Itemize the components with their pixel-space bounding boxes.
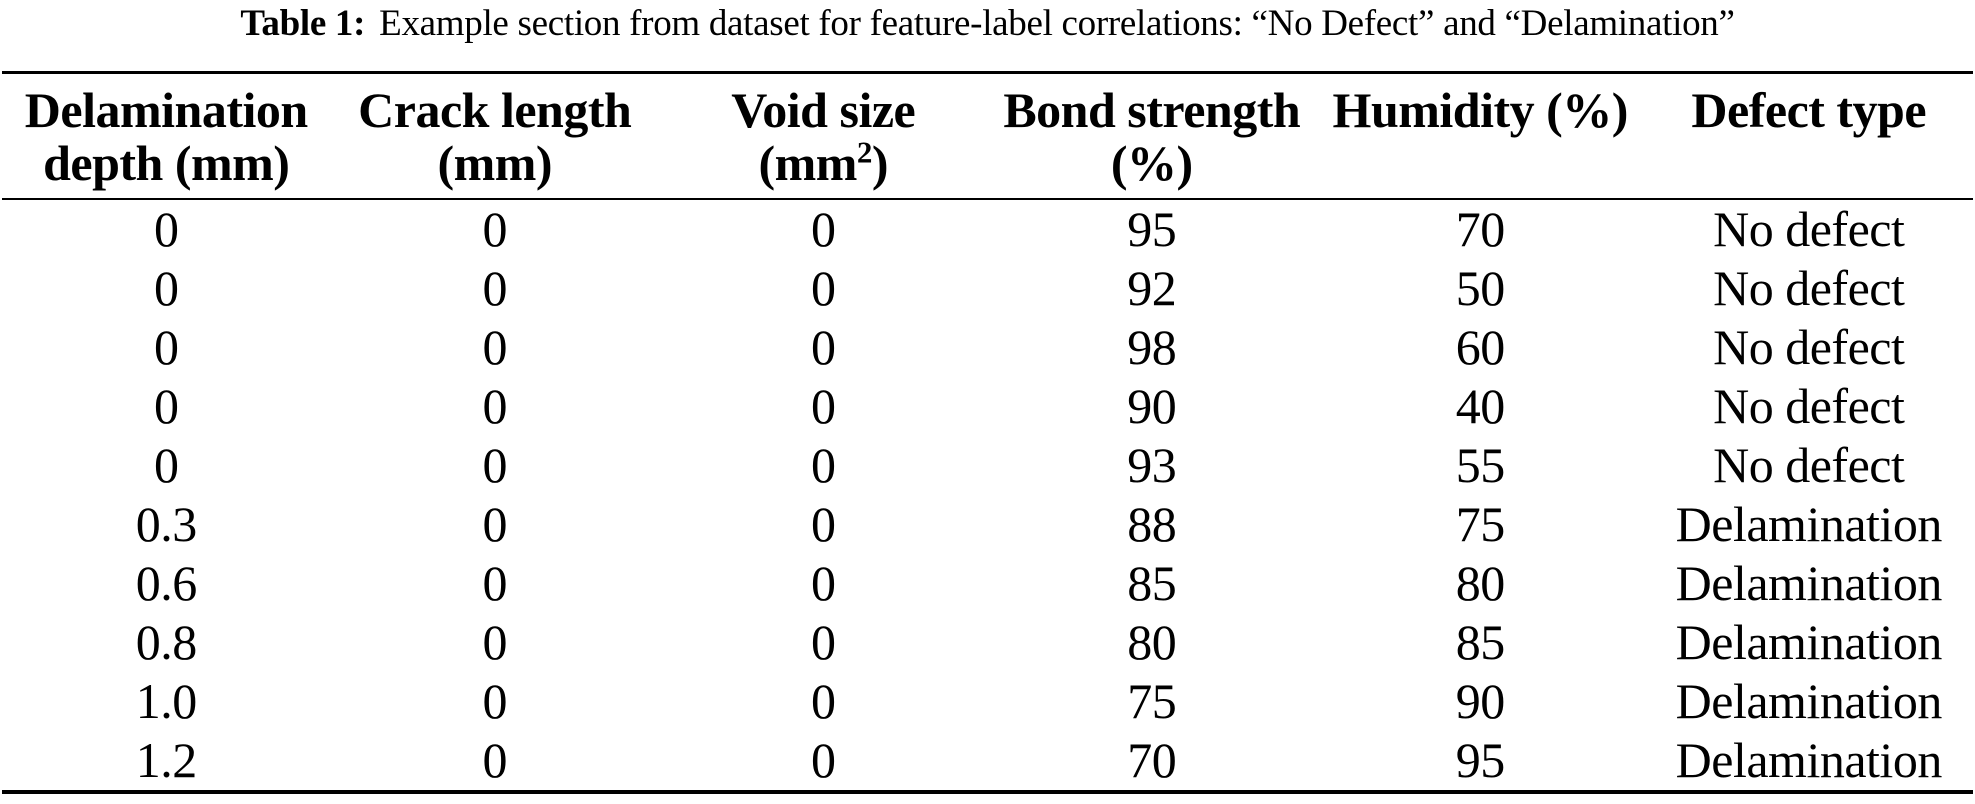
table-row: 0.6 0 0 85 80 Delamination [2, 554, 1973, 613]
table-cell: No defect [1713, 378, 1905, 434]
header-line1: Crack length [358, 82, 632, 138]
table-row: 0 0 0 95 70 No defect [2, 199, 1973, 259]
table-cell: 0 [482, 614, 508, 670]
table-caption: Table 1: Example section from dataset for… [0, 0, 1975, 46]
table-cell: No defect [1713, 319, 1905, 375]
table-cell: Delamination [1675, 496, 1943, 552]
table-cell: 60 [1455, 319, 1505, 375]
table-cell: 0 [811, 614, 836, 670]
table-cell: 0 [811, 437, 836, 493]
table-row: 1.2 0 0 70 95 Delamination [2, 731, 1973, 792]
table-cell: 0 [154, 437, 179, 493]
table-cell: No defect [1713, 260, 1905, 316]
header-line2: (mm2) [659, 134, 988, 191]
col-header-bond-strength: Bond strength (%) [988, 73, 1317, 200]
table-cell: 0 [811, 732, 836, 788]
table-cell: 80 [1455, 555, 1505, 611]
table-cell: Delamination [1675, 614, 1943, 670]
table-row: 0 0 0 93 55 No defect [2, 436, 1973, 495]
table-cell: No defect [1713, 201, 1905, 257]
table-cell: 0 [811, 496, 836, 552]
table-cell: 0 [482, 555, 508, 611]
table-cell: 0 [811, 378, 836, 434]
table-cell: 75 [1127, 673, 1177, 729]
col-header-crack-length: Crack length (mm) [331, 73, 660, 200]
table-cell: 85 [1127, 555, 1177, 611]
table-cell: 0 [482, 437, 508, 493]
table-header: Delamination depth (mm) Crack length (mm… [2, 73, 1974, 200]
table-cell: 92 [1127, 260, 1177, 316]
table-cell: 0 [482, 201, 508, 257]
table-cell: 0 [482, 496, 508, 552]
table-cell: 0 [154, 378, 179, 434]
header-line1: Defect type [1691, 82, 1927, 138]
table-row: 0 0 0 98 60 No defect [2, 318, 1973, 377]
table-cell: 0 [482, 319, 508, 375]
table-cell: 93 [1127, 437, 1177, 493]
header-line2: (%) [1110, 135, 1193, 191]
table-cell: 0 [811, 260, 836, 316]
table-cell: 80 [1127, 614, 1177, 670]
dataset-table: Delamination depth (mm) Crack length (mm… [2, 71, 1973, 794]
header-line1: Bond strength [1003, 82, 1301, 138]
col-header-void-size: Void size (mm2) [659, 73, 988, 200]
table-cell: Delamination [1675, 555, 1943, 611]
table-cell: 0 [811, 201, 836, 257]
header-line1: Delamination [24, 82, 308, 138]
table-cell: 55 [1455, 437, 1505, 493]
table-cell: 0 [811, 673, 836, 729]
table-row: 0.8 0 0 80 85 Delamination [2, 613, 1973, 672]
unit-superscript: 2 [856, 134, 873, 170]
table-cell: 0 [811, 319, 836, 375]
table-cell: 95 [1455, 732, 1505, 788]
table-cell: 75 [1455, 496, 1505, 552]
header-line1: Void size [731, 82, 916, 138]
table-cell: 0 [482, 378, 508, 434]
table-caption-label: Table 1: [240, 3, 366, 44]
table-cell: 85 [1455, 614, 1505, 670]
table-cell: 0.8 [135, 614, 197, 670]
table-cell: 50 [1455, 260, 1505, 316]
table-cell: 95 [1127, 201, 1177, 257]
table-cell: Delamination [1675, 732, 1943, 788]
table-cell: 70 [1127, 732, 1177, 788]
col-header-delamination-depth: Delamination depth (mm) [2, 73, 331, 200]
table-row: 0.3 0 0 88 75 Delamination [2, 495, 1973, 554]
unit-text: (mm [758, 135, 857, 191]
table-cell: 1.0 [135, 673, 197, 729]
table-cell: 0.6 [135, 555, 197, 611]
table-cell: 0 [154, 260, 179, 316]
table-cell: Delamination [1675, 673, 1943, 729]
col-header-defect-type: Defect type [1645, 73, 1974, 200]
table-header-row: Delamination depth (mm) Crack length (mm… [2, 73, 1974, 200]
unit-text: ) [871, 135, 889, 191]
table-caption-text: Example section from dataset for feature… [379, 3, 1735, 44]
table-row: 0 0 0 90 40 No defect [2, 377, 1973, 436]
table-cell: 0 [154, 319, 179, 375]
table-body: 0 0 0 95 70 No defect 0 0 0 92 50 No defect 0 0 0 98 60 N… [2, 199, 1973, 792]
table-cell: 98 [1127, 319, 1177, 375]
table-cell: 0 [154, 201, 179, 257]
table-cell: 90 [1127, 378, 1177, 434]
table-cell: 0 [482, 732, 508, 788]
table-row: 0 0 0 92 50 No defect [2, 259, 1973, 318]
table-cell: 70 [1455, 201, 1505, 257]
table-cell: 1.2 [135, 732, 197, 788]
header-line2: (mm) [437, 135, 553, 191]
table-row: 1.0 0 0 75 90 Delamination [2, 672, 1973, 731]
header-line2: depth (mm) [43, 135, 290, 191]
table-cell: 90 [1455, 673, 1505, 729]
table-cell: 0 [482, 260, 508, 316]
table-cell: 40 [1455, 378, 1505, 434]
col-header-humidity: Humidity (%) [1316, 73, 1645, 200]
header-line1: Humidity (%) [1332, 82, 1629, 138]
table-cell: 88 [1127, 496, 1177, 552]
table-cell: 0.3 [135, 496, 197, 552]
table-cell: 0 [811, 555, 836, 611]
table-cell: 0 [482, 673, 508, 729]
table-cell: No defect [1713, 437, 1905, 493]
